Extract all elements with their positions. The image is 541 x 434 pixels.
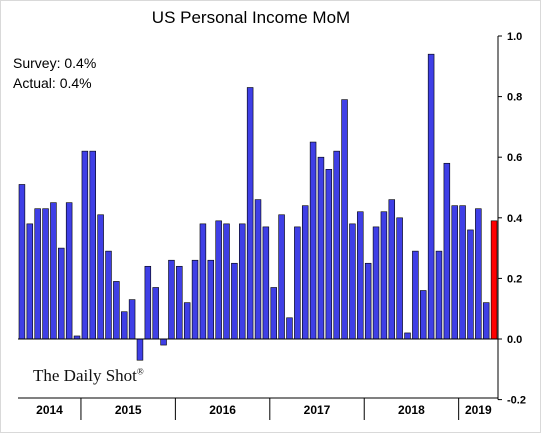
bar: [50, 202, 57, 340]
bar: [451, 205, 458, 340]
bar: [404, 332, 411, 340]
chart-title: US Personal Income MoM: [152, 8, 350, 27]
y-tick-label: 0.6: [507, 152, 522, 164]
bar: [396, 217, 403, 340]
bar: [65, 202, 73, 340]
x-year-label: 2018: [398, 403, 425, 417]
x-year-label: 2019: [465, 403, 492, 417]
bar: [262, 226, 270, 340]
bar: [372, 226, 380, 340]
bar: [246, 87, 254, 340]
bar: [128, 299, 136, 340]
bar: [364, 262, 372, 340]
bar: [176, 265, 183, 340]
bar: [420, 290, 427, 340]
bar: [475, 208, 482, 340]
bar: [18, 184, 26, 340]
y-tick-label: 0.8: [507, 92, 522, 104]
bar: [380, 211, 388, 340]
x-year-label: 2017: [304, 403, 331, 417]
actual-annotation: Actual: 0.4%: [13, 75, 92, 91]
source-name: The Daily Shot: [33, 366, 137, 385]
bar: [58, 247, 65, 340]
bar: [239, 223, 246, 340]
bar: [215, 220, 222, 340]
y-tick-label: -0.2: [507, 395, 526, 407]
bar: [427, 53, 435, 340]
bars: [18, 53, 498, 361]
bar: [286, 317, 293, 340]
bar: [333, 150, 340, 340]
y-tick-label: 0.4: [507, 213, 523, 225]
bar: [97, 214, 104, 340]
bar: [199, 223, 207, 340]
y-tick-label: 0.0: [507, 334, 522, 346]
bar: [349, 223, 356, 340]
bar: [89, 150, 96, 340]
bar: [223, 223, 230, 340]
bar: [278, 214, 285, 340]
bar: [81, 150, 89, 340]
axes: 1.0 0.8 0.6 0.4 0.2 0.0 -0.2 2014 2015 2016 2017 20…: [18, 31, 526, 420]
x-year-label: 2014: [36, 403, 63, 417]
bar: [317, 156, 325, 340]
bar: [467, 229, 474, 340]
bar: [105, 250, 112, 340]
survey-annotation: Survey: 0.4%: [13, 55, 97, 71]
bar: [301, 205, 309, 340]
bar: [183, 302, 191, 340]
bar: [191, 259, 199, 340]
bar: [341, 99, 348, 340]
bar: [136, 338, 144, 361]
bar: [443, 162, 451, 340]
bar: [294, 226, 301, 340]
bar: [26, 223, 34, 340]
x-year-label: 2015: [115, 403, 142, 417]
y-tick-label: 0.2: [507, 273, 522, 285]
bar: [482, 302, 490, 340]
bar: [160, 338, 167, 346]
bar: [270, 287, 277, 340]
bar: [412, 250, 419, 340]
bar: [152, 287, 159, 340]
bar: [113, 281, 120, 340]
bar: [309, 141, 317, 340]
y-tick-label: 1.0: [507, 31, 522, 43]
bar-latest: [490, 220, 498, 340]
bar: [231, 262, 238, 340]
bar: [121, 311, 128, 340]
x-year-label: 2016: [209, 403, 236, 417]
bar: [357, 211, 364, 340]
bar: [207, 259, 215, 340]
bar: [34, 208, 41, 340]
bar: [168, 259, 175, 340]
source-mark: ®: [136, 366, 144, 377]
bar: [435, 250, 443, 340]
bar: [254, 199, 262, 340]
source-logo: The Daily Shot®: [33, 366, 144, 386]
bar: [459, 205, 466, 340]
bar: [388, 199, 396, 340]
bar: [42, 208, 49, 340]
bar: [325, 169, 333, 340]
bar: [144, 265, 152, 340]
